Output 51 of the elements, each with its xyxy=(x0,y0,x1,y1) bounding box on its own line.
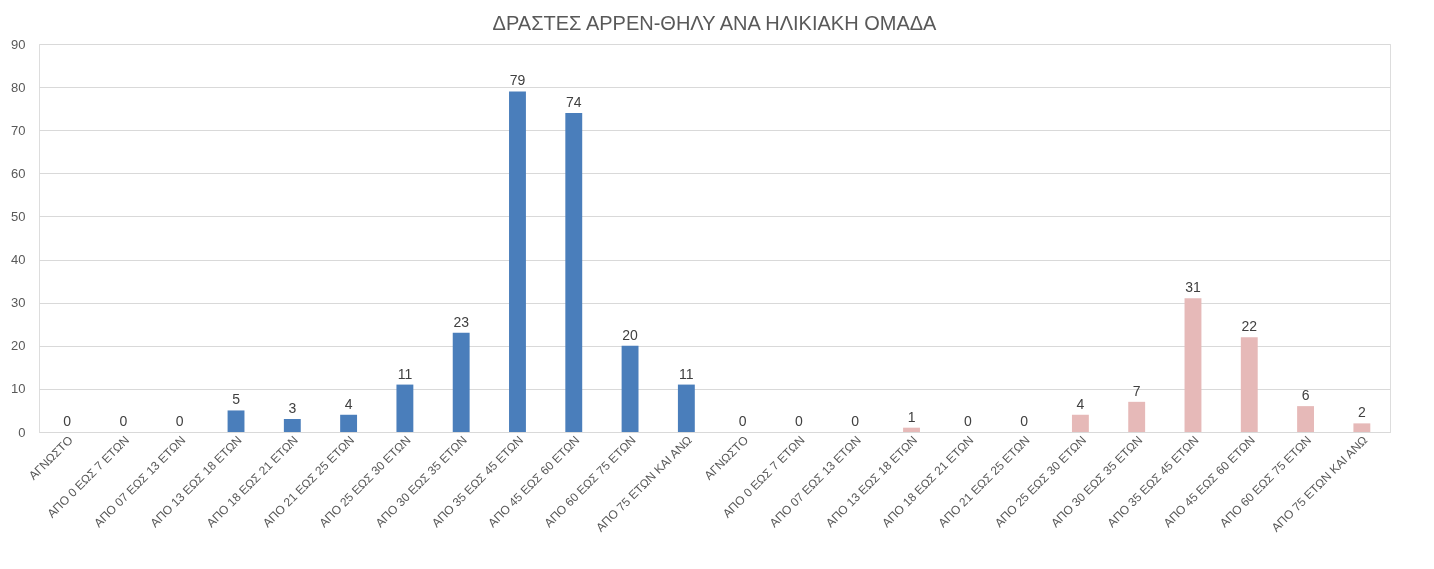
data-label: 0 xyxy=(119,413,128,429)
bar xyxy=(1184,298,1202,432)
bar xyxy=(903,427,920,432)
y-tick-label: 10 xyxy=(11,381,26,397)
data-label: 31 xyxy=(1185,279,1201,296)
data-label: 0 xyxy=(63,413,72,429)
data-label: 5 xyxy=(232,391,241,408)
data-label: 0 xyxy=(175,413,184,429)
bar xyxy=(396,384,414,432)
bar xyxy=(1071,414,1089,432)
data-label: 22 xyxy=(1241,318,1258,335)
bar xyxy=(340,414,358,432)
data-label: 6 xyxy=(1301,387,1310,404)
data-label: 4 xyxy=(1076,395,1085,412)
data-label: 7 xyxy=(1132,382,1141,399)
data-label: 1 xyxy=(907,408,916,425)
y-tick-label: 50 xyxy=(11,208,26,224)
bar xyxy=(509,91,526,432)
bar xyxy=(565,112,583,432)
y-tick-label: 70 xyxy=(11,122,26,138)
y-tick-label: 40 xyxy=(11,252,26,268)
bar xyxy=(1353,423,1371,432)
data-label: 11 xyxy=(679,365,694,382)
y-tick-label: 90 xyxy=(11,36,26,52)
data-label: 0 xyxy=(851,413,860,429)
data-label: 0 xyxy=(738,413,747,429)
y-tick-label: 30 xyxy=(11,295,26,311)
data-label: 20 xyxy=(622,326,639,343)
bar xyxy=(1297,406,1315,432)
data-label: 2 xyxy=(1357,404,1366,421)
y-tick-label: 0 xyxy=(18,424,26,440)
bar xyxy=(227,410,245,432)
data-label: 23 xyxy=(453,313,470,330)
data-label: 0 xyxy=(963,413,972,429)
data-label: 0 xyxy=(1020,413,1029,429)
data-label: 74 xyxy=(565,93,582,110)
data-label: 4 xyxy=(344,395,353,412)
bar xyxy=(283,419,301,432)
data-label: 0 xyxy=(795,413,804,429)
data-label: 11 xyxy=(397,365,413,382)
bar xyxy=(677,384,695,432)
y-tick-label: 60 xyxy=(11,165,26,181)
chart-title: ΔΡΑΣΤΕΣ ΑΡΡΕΝ-ΘΗΛΥ ΑΝΑ ΗΛΙΚΙΑΚΗ ΟΜΑΔΑ xyxy=(492,12,938,34)
y-tick-label: 20 xyxy=(11,338,26,354)
bar xyxy=(452,332,470,432)
data-label: 79 xyxy=(509,72,526,89)
data-label: 3 xyxy=(288,400,297,417)
bar xyxy=(621,345,639,432)
bar xyxy=(1240,337,1258,432)
bar xyxy=(1128,401,1146,432)
y-tick-label: 80 xyxy=(11,79,26,95)
